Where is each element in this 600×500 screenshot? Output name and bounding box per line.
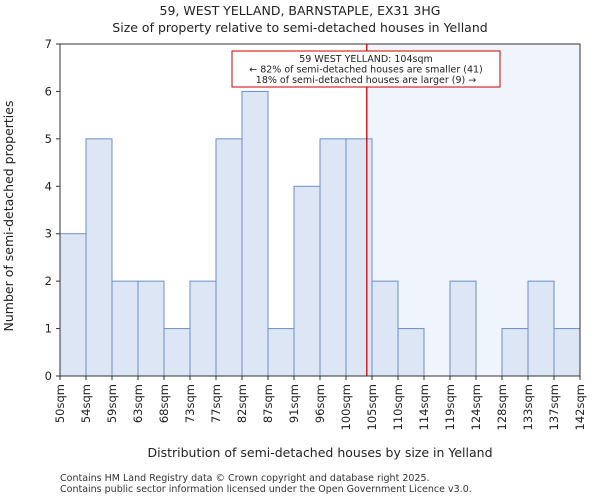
bar-59sqm bbox=[111, 280, 139, 377]
x-tick-label: 91sqm bbox=[287, 384, 301, 423]
y-axis-label: Number of semi-detached properties bbox=[1, 101, 16, 332]
footer-line-1: Contains HM Land Registry data © Crown c… bbox=[60, 473, 430, 484]
bar-105sqm bbox=[371, 280, 399, 377]
bar-63sqm bbox=[137, 280, 165, 377]
x-tick-label: 114sqm bbox=[417, 384, 431, 430]
bar-110sqm bbox=[397, 328, 425, 377]
x-tick-label: 73sqm bbox=[183, 384, 197, 423]
annotation-line-1: 59 WEST YELLAND: 104sqm bbox=[299, 54, 432, 65]
bar-54sqm bbox=[85, 138, 113, 377]
bar-128sqm bbox=[501, 328, 529, 377]
bar-82sqm bbox=[241, 90, 269, 377]
chart-subtitle: Size of property relative to semi-detach… bbox=[112, 20, 487, 35]
x-tick-label: 82sqm bbox=[235, 384, 249, 423]
bar-137sqm bbox=[553, 328, 581, 377]
x-tick-label: 142sqm bbox=[573, 384, 587, 430]
y-tick-label: 6 bbox=[45, 84, 52, 98]
annotation-box bbox=[231, 50, 501, 88]
x-tick-label: 87sqm bbox=[261, 384, 275, 423]
footer: Contains HM Land Registry data © Crown c… bbox=[60, 473, 472, 495]
x-tick-label: 110sqm bbox=[391, 384, 405, 430]
bar-77sqm bbox=[215, 138, 243, 377]
chart-title: 59, WEST YELLAND, BARNSTAPLE, EX31 3HG bbox=[160, 3, 441, 18]
x-tick-label: 96sqm bbox=[313, 384, 327, 423]
y-tick-label: 0 bbox=[45, 369, 52, 383]
x-axis-label: Distribution of semi-detached houses by … bbox=[147, 445, 492, 460]
y-tick-label: 5 bbox=[45, 132, 52, 146]
x-tick-label: 68sqm bbox=[157, 384, 171, 423]
bar-100sqm bbox=[345, 138, 373, 377]
y-tick-label: 3 bbox=[45, 227, 52, 241]
x-tick-label: 119sqm bbox=[443, 384, 457, 430]
bar-119sqm bbox=[449, 280, 477, 377]
bar-133sqm bbox=[527, 280, 555, 377]
x-tick-label: 100sqm bbox=[339, 384, 353, 430]
x-tick-label: 63sqm bbox=[131, 384, 145, 423]
x-tick-label: 50sqm bbox=[53, 384, 67, 423]
y-tick-label: 7 bbox=[45, 37, 52, 51]
y-tick-label: 2 bbox=[45, 274, 52, 288]
x-tick-label: 128sqm bbox=[495, 384, 509, 430]
x-tick-label: 105sqm bbox=[365, 384, 379, 430]
annotation-line-2: ← 82% of semi-detached houses are smalle… bbox=[249, 65, 483, 76]
x-tick-label: 133sqm bbox=[521, 384, 535, 430]
bar-87sqm bbox=[267, 328, 295, 377]
bar-50sqm bbox=[59, 233, 87, 377]
y-tick-label: 1 bbox=[45, 322, 52, 336]
annotation-line-3: 18% of semi-detached houses are larger (… bbox=[256, 75, 476, 86]
x-tick-label: 77sqm bbox=[209, 384, 223, 423]
x-tick-label: 124sqm bbox=[469, 384, 483, 430]
x-tick-label: 137sqm bbox=[547, 384, 561, 430]
bar-68sqm bbox=[163, 328, 191, 377]
x-tick-label: 54sqm bbox=[79, 384, 93, 423]
bar-96sqm bbox=[319, 138, 347, 377]
bar-91sqm bbox=[293, 185, 321, 377]
x-tick-label: 59sqm bbox=[105, 384, 119, 423]
y-tick-label: 4 bbox=[45, 179, 52, 193]
footer-line-2: Contains public sector information licen… bbox=[60, 484, 472, 495]
plot-area: 0 1 2 3 4 5 6 7 50sqm 54sqm 59sqm 63sqm 68sqm 73sqm 77… bbox=[45, 37, 587, 430]
bar-73sqm bbox=[189, 280, 217, 377]
